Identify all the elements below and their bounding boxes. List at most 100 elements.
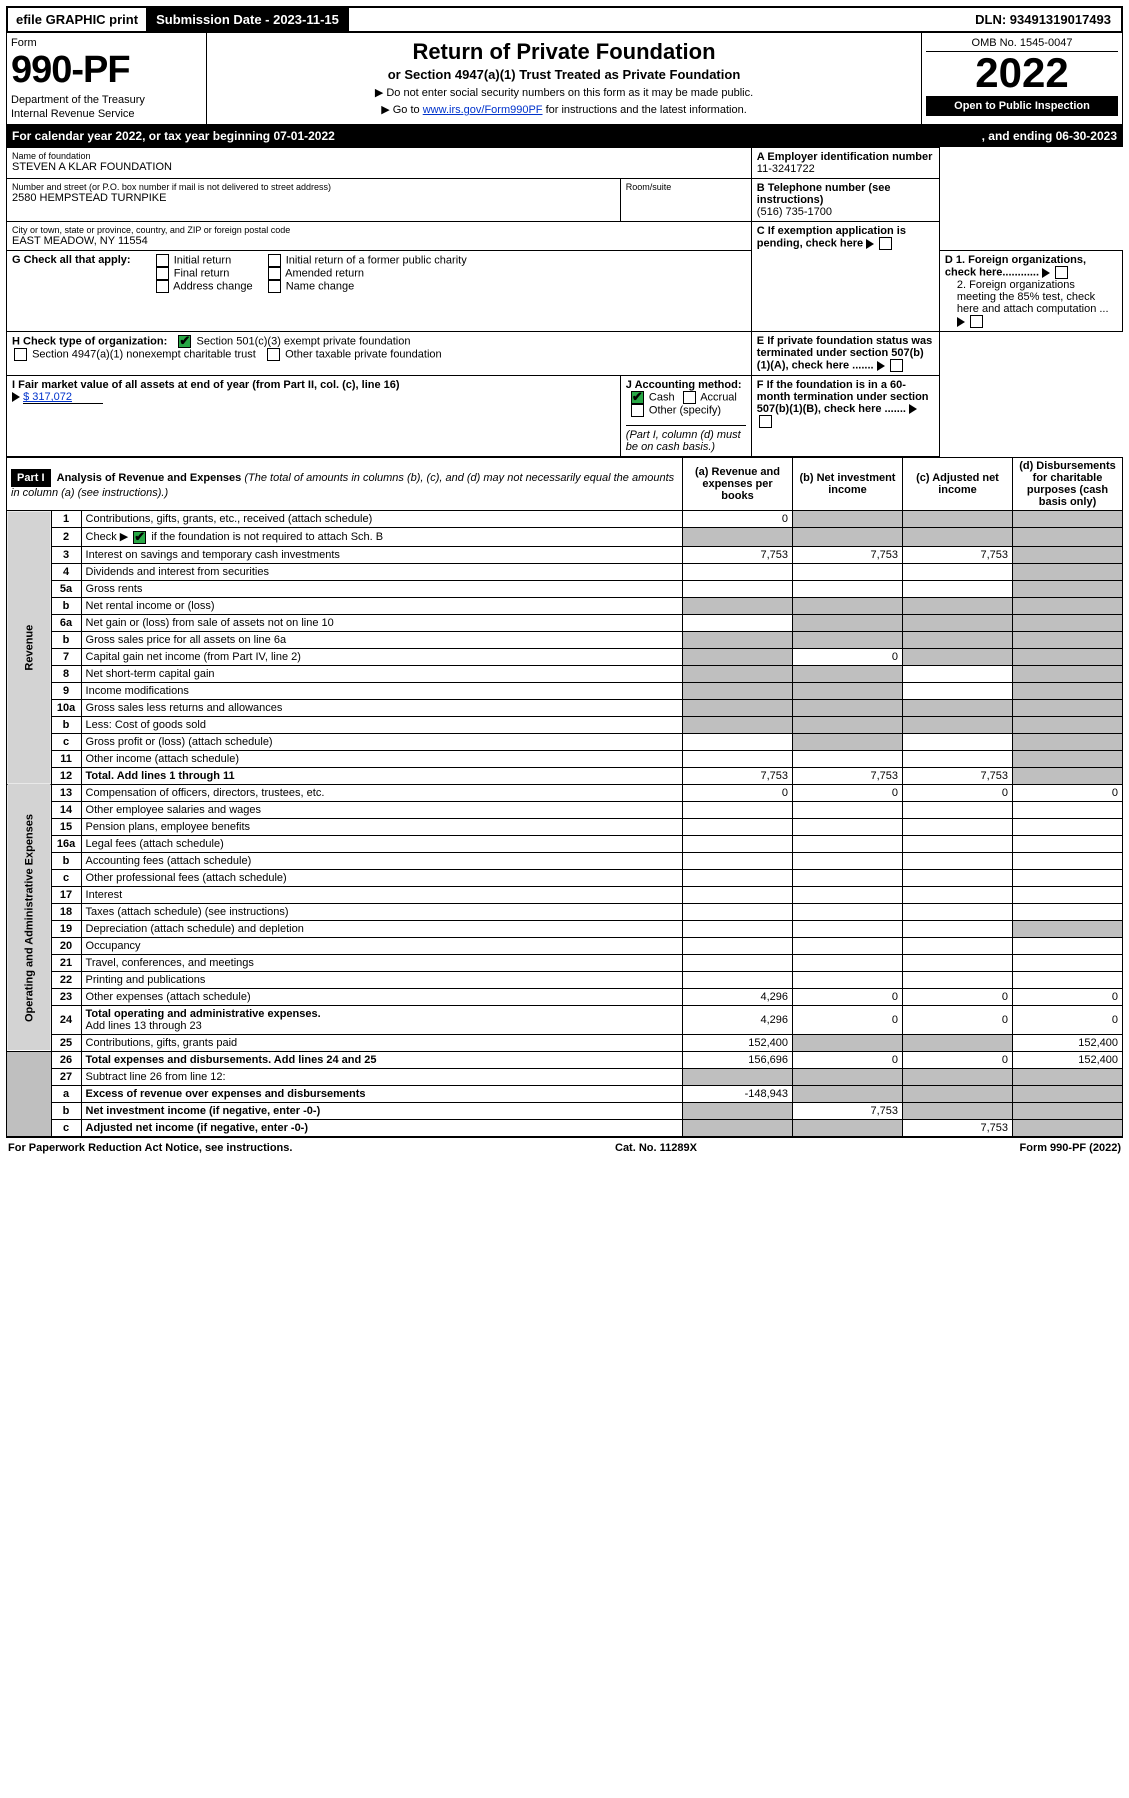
line-27a-b xyxy=(793,1085,903,1102)
part1-badge: Part I xyxy=(11,469,51,487)
line-4-d xyxy=(1013,563,1123,580)
F-checkbox[interactable] xyxy=(759,415,772,428)
line-7-b: 0 xyxy=(793,648,903,665)
H-4947-checkbox[interactable] xyxy=(14,348,27,361)
irs-link[interactable]: www.irs.gov/Form990PF xyxy=(423,104,543,116)
arrow-icon xyxy=(909,404,917,414)
room-label: Room/suite xyxy=(626,182,746,192)
line-24-desc: Total operating and administrative expen… xyxy=(81,1005,682,1034)
line-20-c xyxy=(903,937,1013,954)
line-26-b: 0 xyxy=(793,1051,903,1068)
line-27b-d xyxy=(1013,1102,1123,1119)
G-initial-checkbox[interactable] xyxy=(156,254,169,267)
E-row: E If private foundation status was termi… xyxy=(757,335,934,372)
line-5b-num: b xyxy=(51,597,81,614)
line-27-num: 27 xyxy=(51,1068,81,1085)
line-16b-num: b xyxy=(51,852,81,869)
G-opt0: Initial return xyxy=(174,254,231,266)
line-6a-d xyxy=(1013,614,1123,631)
C-checkbox[interactable] xyxy=(879,237,892,250)
line-13-a: 0 xyxy=(683,784,793,801)
line-5a-num: 5a xyxy=(51,580,81,597)
line-27c-a xyxy=(683,1119,793,1136)
H-501c3-checkbox[interactable] xyxy=(178,335,191,348)
part1-table: Part I Analysis of Revenue and Expenses … xyxy=(6,457,1123,1137)
line-8-b xyxy=(793,665,903,682)
J-other-checkbox[interactable] xyxy=(631,404,644,417)
J-cash-checkbox[interactable] xyxy=(631,391,644,404)
F-row: F If the foundation is in a 60-month ter… xyxy=(757,379,934,428)
line-24-c: 0 xyxy=(903,1005,1013,1034)
line-10c-c xyxy=(903,733,1013,750)
line-20-d xyxy=(1013,937,1123,954)
line-16c-c xyxy=(903,869,1013,886)
line-16b-c xyxy=(903,852,1013,869)
line-16c-desc: Other professional fees (attach schedule… xyxy=(81,869,682,886)
line-10c-desc: Gross profit or (loss) (attach schedule) xyxy=(81,733,682,750)
line-23-d: 0 xyxy=(1013,988,1123,1005)
line-27c-b xyxy=(793,1119,903,1136)
line-6a-a xyxy=(683,614,793,631)
line-9-d xyxy=(1013,682,1123,699)
G-opt4: Amended return xyxy=(285,267,364,279)
D2-checkbox[interactable] xyxy=(970,315,983,328)
line-16a-num: 16a xyxy=(51,835,81,852)
line-7-a xyxy=(683,648,793,665)
D1-checkbox[interactable] xyxy=(1055,266,1068,279)
line-21-b xyxy=(793,954,903,971)
G-address-checkbox[interactable] xyxy=(156,280,169,293)
arrow-icon xyxy=(12,392,20,402)
arrow-icon xyxy=(1042,268,1050,278)
line-10a-b xyxy=(793,699,903,716)
line-16b-desc: Accounting fees (attach schedule) xyxy=(81,852,682,869)
line-1-c xyxy=(903,511,1013,528)
line-22-desc: Printing and publications xyxy=(81,971,682,988)
identity-table: Name of foundation STEVEN A KLAR FOUNDAT… xyxy=(6,147,1123,457)
G-initial-public-checkbox[interactable] xyxy=(268,254,281,267)
line-22-b xyxy=(793,971,903,988)
G-final-checkbox[interactable] xyxy=(156,267,169,280)
efile-label: efile GRAPHIC print xyxy=(8,8,146,31)
footer-left: For Paperwork Reduction Act Notice, see … xyxy=(8,1142,292,1154)
col-b: (b) Net investment income xyxy=(793,458,903,511)
J-accrual-checkbox[interactable] xyxy=(683,391,696,404)
G-amended-checkbox[interactable] xyxy=(268,267,281,280)
line-23-b: 0 xyxy=(793,988,903,1005)
line-6b-desc: Gross sales price for all assets on line… xyxy=(81,631,682,648)
line-7-d xyxy=(1013,648,1123,665)
line-16b-d xyxy=(1013,852,1123,869)
instr2-pre: ▶ Go to xyxy=(381,104,422,116)
col-a: (a) Revenue and expenses per books xyxy=(683,458,793,511)
line-10a-d xyxy=(1013,699,1123,716)
line-19-num: 19 xyxy=(51,920,81,937)
line-5a-b xyxy=(793,580,903,597)
line-7-desc: Capital gain net income (from Part IV, l… xyxy=(81,648,682,665)
line-13-c: 0 xyxy=(903,784,1013,801)
line-20-a xyxy=(683,937,793,954)
line-13-desc: Compensation of officers, directors, tru… xyxy=(81,784,682,801)
line-10a-a xyxy=(683,699,793,716)
line-12-c: 7,753 xyxy=(903,767,1013,784)
line-11-a xyxy=(683,750,793,767)
H-other-checkbox[interactable] xyxy=(267,348,280,361)
line-21-d xyxy=(1013,954,1123,971)
footer-right: Form 990-PF (2022) xyxy=(1020,1142,1121,1154)
line-9-b xyxy=(793,682,903,699)
line-25-b xyxy=(793,1034,903,1051)
line-12-d xyxy=(1013,767,1123,784)
I-value[interactable]: $ 317,072 xyxy=(23,391,103,404)
G-name-checkbox[interactable] xyxy=(268,280,281,293)
line-16b-a xyxy=(683,852,793,869)
line-27c-desc: Adjusted net income (if negative, enter … xyxy=(86,1122,308,1134)
line-6b-b xyxy=(793,631,903,648)
line-1-b xyxy=(793,511,903,528)
E-checkbox[interactable] xyxy=(890,359,903,372)
line-27a-c xyxy=(903,1085,1013,1102)
line-2-checkbox[interactable] xyxy=(133,531,146,544)
line-21-a xyxy=(683,954,793,971)
line-27c-d xyxy=(1013,1119,1123,1136)
line-25-c xyxy=(903,1034,1013,1051)
col-c: (c) Adjusted net income xyxy=(903,458,1013,511)
line-8-d xyxy=(1013,665,1123,682)
line-14-b xyxy=(793,801,903,818)
